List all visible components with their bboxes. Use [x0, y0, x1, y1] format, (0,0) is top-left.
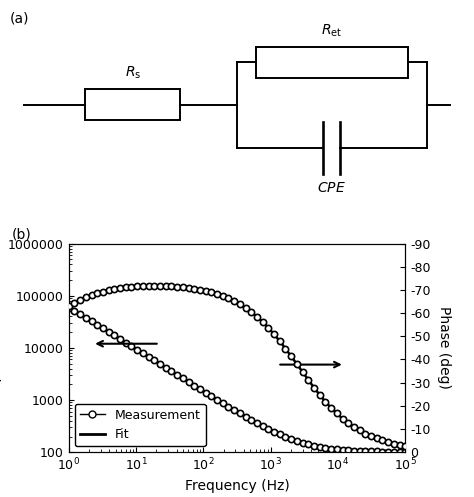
X-axis label: Frequency (Hz): Frequency (Hz) [185, 479, 289, 494]
Y-axis label: Impedance (Ω): Impedance (Ω) [0, 296, 2, 400]
Text: $R_{\mathrm{s}}$: $R_{\mathrm{s}}$ [125, 65, 141, 81]
Legend: Measurement, Fit: Measurement, Fit [75, 404, 206, 446]
Y-axis label: Phase (deg): Phase (deg) [438, 307, 451, 389]
Text: $R_{\mathrm{et}}$: $R_{\mathrm{et}}$ [321, 23, 342, 39]
Bar [85, 89, 180, 120]
Text: (a): (a) [9, 12, 29, 26]
Text: (b): (b) [11, 228, 31, 242]
Text: $CPE$: $CPE$ [318, 181, 346, 195]
Bar [256, 47, 408, 78]
